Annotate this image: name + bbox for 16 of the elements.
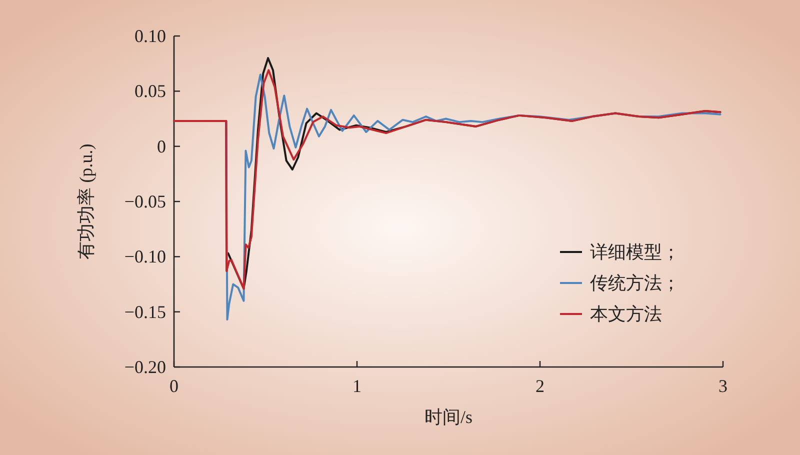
- x-tick-label: 3: [718, 376, 728, 396]
- y-tick-label: −0.15: [124, 302, 166, 322]
- y-axis-title: 有功功率 (p.u.): [76, 144, 96, 260]
- y-tick-label: 0.10: [134, 26, 166, 46]
- x-tick-label: 1: [352, 376, 362, 396]
- legend-label: 本文方法: [590, 304, 662, 324]
- legend-label: 详细模型；: [590, 242, 680, 262]
- x-tick-label: 2: [536, 376, 544, 396]
- x-tick-label: 0: [170, 376, 178, 396]
- y-tick-label: −0.20: [124, 357, 166, 377]
- y-tick-label: −0.10: [124, 246, 166, 267]
- x-axis-title: 时间/s: [424, 407, 473, 427]
- legend-label: 传统方法；: [590, 273, 680, 293]
- y-tick-label: −0.05: [124, 192, 166, 212]
- y-tick-label: 0: [157, 136, 166, 156]
- y-tick-label: 0.05: [134, 81, 166, 102]
